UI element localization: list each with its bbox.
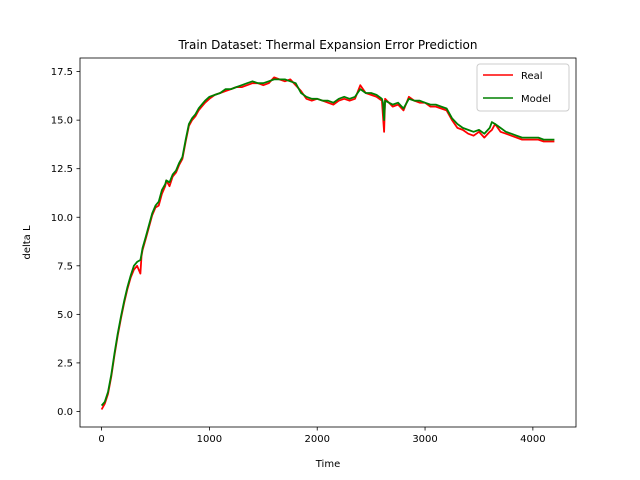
y-tick-label: 7.5 xyxy=(57,261,73,272)
y-tick-label: 10.0 xyxy=(51,213,73,224)
x-axis: 0 1000 2000 3000 4000 xyxy=(98,427,546,445)
y-tick-label: 17.5 xyxy=(51,67,73,78)
plot-frame xyxy=(79,57,577,428)
series-line-model xyxy=(100,78,555,407)
x-tick-label: 3000 xyxy=(412,434,437,445)
legend-label-real: Real xyxy=(521,71,543,82)
y-tick-label: 0.0 xyxy=(57,407,73,418)
legend-label-model: Model xyxy=(521,94,551,105)
y-axis: 0.0 2.5 5.0 7.5 10.0 12.5 15.0 17.5 xyxy=(51,67,80,418)
y-tick-label: 15.0 xyxy=(51,116,73,127)
chart-title: Train Dataset: Thermal Expansion Error P… xyxy=(178,38,478,52)
legend: Real Model xyxy=(476,63,570,112)
x-tick-label: 2000 xyxy=(304,434,329,445)
series-line-real xyxy=(100,76,555,410)
y-tick-label: 12.5 xyxy=(51,164,73,175)
y-tick-label: 2.5 xyxy=(57,358,73,369)
x-tick-label: 1000 xyxy=(197,434,222,445)
x-tick-label: 0 xyxy=(98,434,104,445)
y-axis-label: delta L xyxy=(22,225,33,260)
y-tick-label: 5.0 xyxy=(57,310,73,321)
plot-series xyxy=(100,76,555,410)
x-axis-label: Time xyxy=(315,459,340,470)
x-tick-label: 4000 xyxy=(520,434,545,445)
